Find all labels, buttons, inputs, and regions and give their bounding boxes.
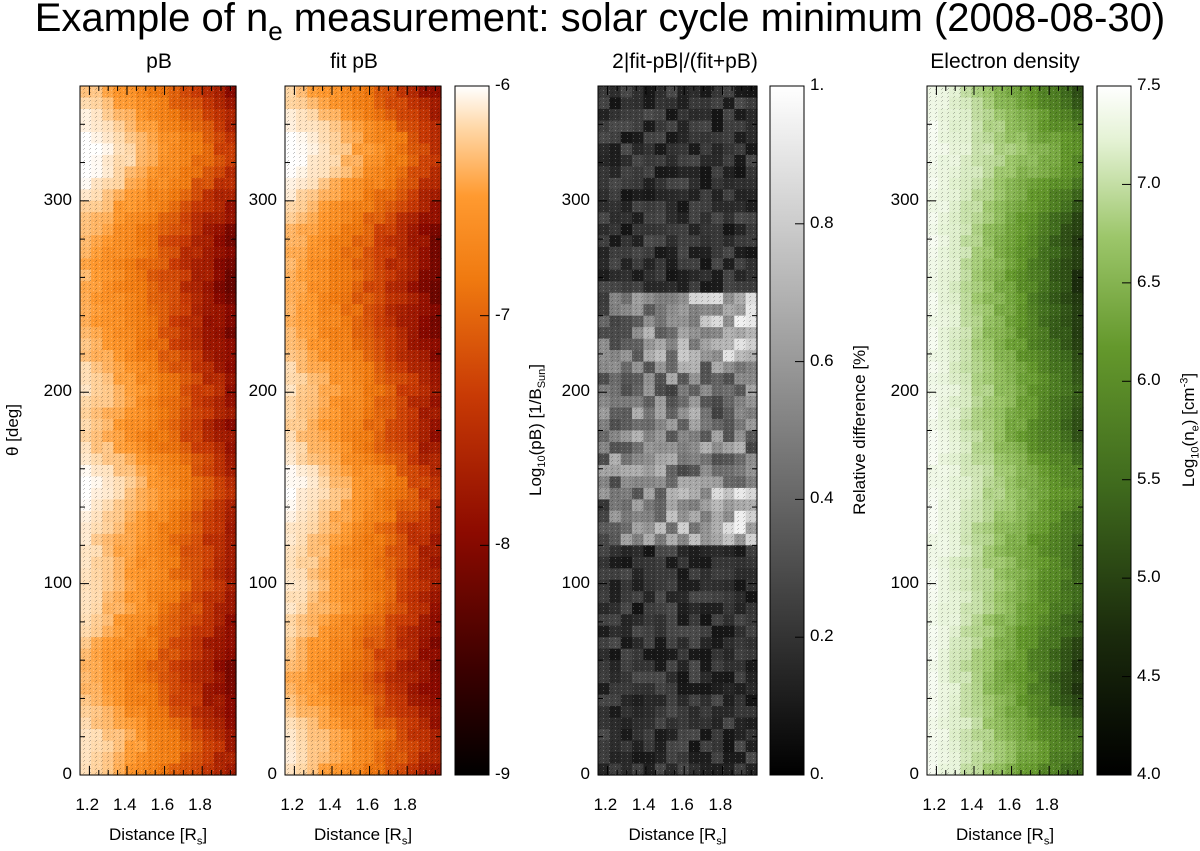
colorbar-tick-label: -7: [495, 304, 511, 324]
y-tick-label: 300: [248, 189, 277, 209]
colorbar-tick-label: 6.0: [1137, 370, 1161, 390]
x-tick-label: 1.8: [708, 795, 733, 814]
colorbar-1: [454, 85, 490, 776]
y-tick-label: 0: [62, 764, 72, 783]
x-axis-label: Distance [Rs]: [313, 825, 413, 848]
colorbar-tick-label: 0.2: [810, 626, 834, 646]
y-tick-label: 100: [890, 572, 919, 592]
x-tick-label: 1.6: [150, 795, 175, 814]
panel-title-fit-pb: fit pB: [330, 50, 378, 73]
colorbar-3: [1096, 85, 1132, 776]
y-tick-label: 0: [580, 764, 590, 783]
y-tick-label: 100: [248, 572, 277, 592]
x-tick-label: 1.4: [631, 795, 656, 814]
colorbar-tick-label: -8: [495, 534, 511, 554]
colorbar-tick-label: 0.4: [810, 488, 834, 508]
colorbar-tick-label: 7.0: [1137, 173, 1161, 193]
colorbar-tick-label: 4.0: [1137, 764, 1161, 783]
colorbar-tick-label: 0.8: [810, 212, 834, 232]
x-tick-label: 1.6: [670, 795, 694, 814]
y-tick-label: 100: [561, 572, 590, 592]
colorbar-2: [769, 85, 805, 776]
heatmap-texture: [927, 86, 1083, 775]
colorbar-tick-label: 0.6: [810, 350, 834, 370]
colorbar-tick-label: -6: [495, 75, 511, 94]
colorbar-label: Log10(ne) [cm-3]: [1178, 372, 1200, 488]
heatmap-texture: [598, 86, 757, 775]
panel-title-electron-density: Electron density: [930, 50, 1080, 73]
panel-title-relative-difference: 2|fit-pB|/(fit+pB): [612, 50, 758, 73]
y-axis-label: θ [deg]: [3, 404, 22, 456]
x-tick-label: 1.8: [1035, 795, 1059, 814]
heatmap-panel-1: [80, 86, 237, 776]
x-tick-label: 1.4: [959, 795, 984, 814]
x-tick-label: 1.6: [355, 795, 380, 814]
y-tick-label: 200: [890, 381, 919, 401]
colorbar-label: Relative difference [%]: [850, 345, 869, 515]
y-tick-label: 100: [43, 572, 72, 592]
heatmap-panel-2: [285, 86, 442, 776]
x-tick-label: 1.2: [75, 795, 100, 814]
y-tick-label: 300: [43, 189, 72, 209]
colorbar-tick-label: 1.: [810, 75, 825, 94]
colorbar-tick-label: -9: [495, 764, 511, 783]
heatmap-texture: [285, 86, 441, 775]
x-tick-label: 1.8: [393, 795, 417, 814]
x-axis-label: Distance [Rs]: [108, 825, 208, 848]
colorbar-tick-label: 5.5: [1137, 468, 1161, 488]
y-tick-label: 0: [267, 764, 277, 783]
colorbar-tick-label: 0.: [810, 764, 825, 783]
x-tick-label: 1.8: [188, 795, 212, 814]
y-tick-label: 200: [43, 381, 72, 401]
y-tick-label: 200: [248, 381, 277, 401]
heatmap-panel-4: [927, 86, 1084, 776]
figure-title: Example of ne measurement: solar cycle m…: [34, 0, 1166, 46]
x-axis-label: Distance [Rs]: [955, 825, 1055, 848]
x-tick-label: 1.4: [112, 795, 137, 814]
y-tick-label: 300: [890, 189, 919, 209]
y-tick-label: 0: [909, 764, 919, 783]
colorbar-tick-label: 7.5: [1137, 75, 1161, 94]
x-tick-label: 1.2: [593, 795, 618, 814]
colorbar-tick-label: 6.5: [1137, 271, 1161, 291]
x-tick-label: 1.4: [317, 795, 342, 814]
heatmap-texture: [80, 86, 236, 775]
colorbar-tick-label: 4.5: [1137, 665, 1161, 685]
y-tick-label: 300: [561, 189, 590, 209]
x-tick-label: 1.6: [997, 795, 1022, 814]
x-axis-label: Distance [Rs]: [628, 825, 727, 848]
y-tick-label: 200: [561, 381, 590, 401]
x-tick-label: 1.2: [280, 795, 305, 814]
colorbar-label: Log10(pB) [1/BSun]: [525, 363, 549, 497]
x-tick-label: 1.2: [922, 795, 947, 814]
colorbar-tick-label: 5.0: [1137, 567, 1161, 587]
panel-title-pb: pB: [146, 50, 172, 73]
heatmap-panel-3: [598, 86, 758, 776]
